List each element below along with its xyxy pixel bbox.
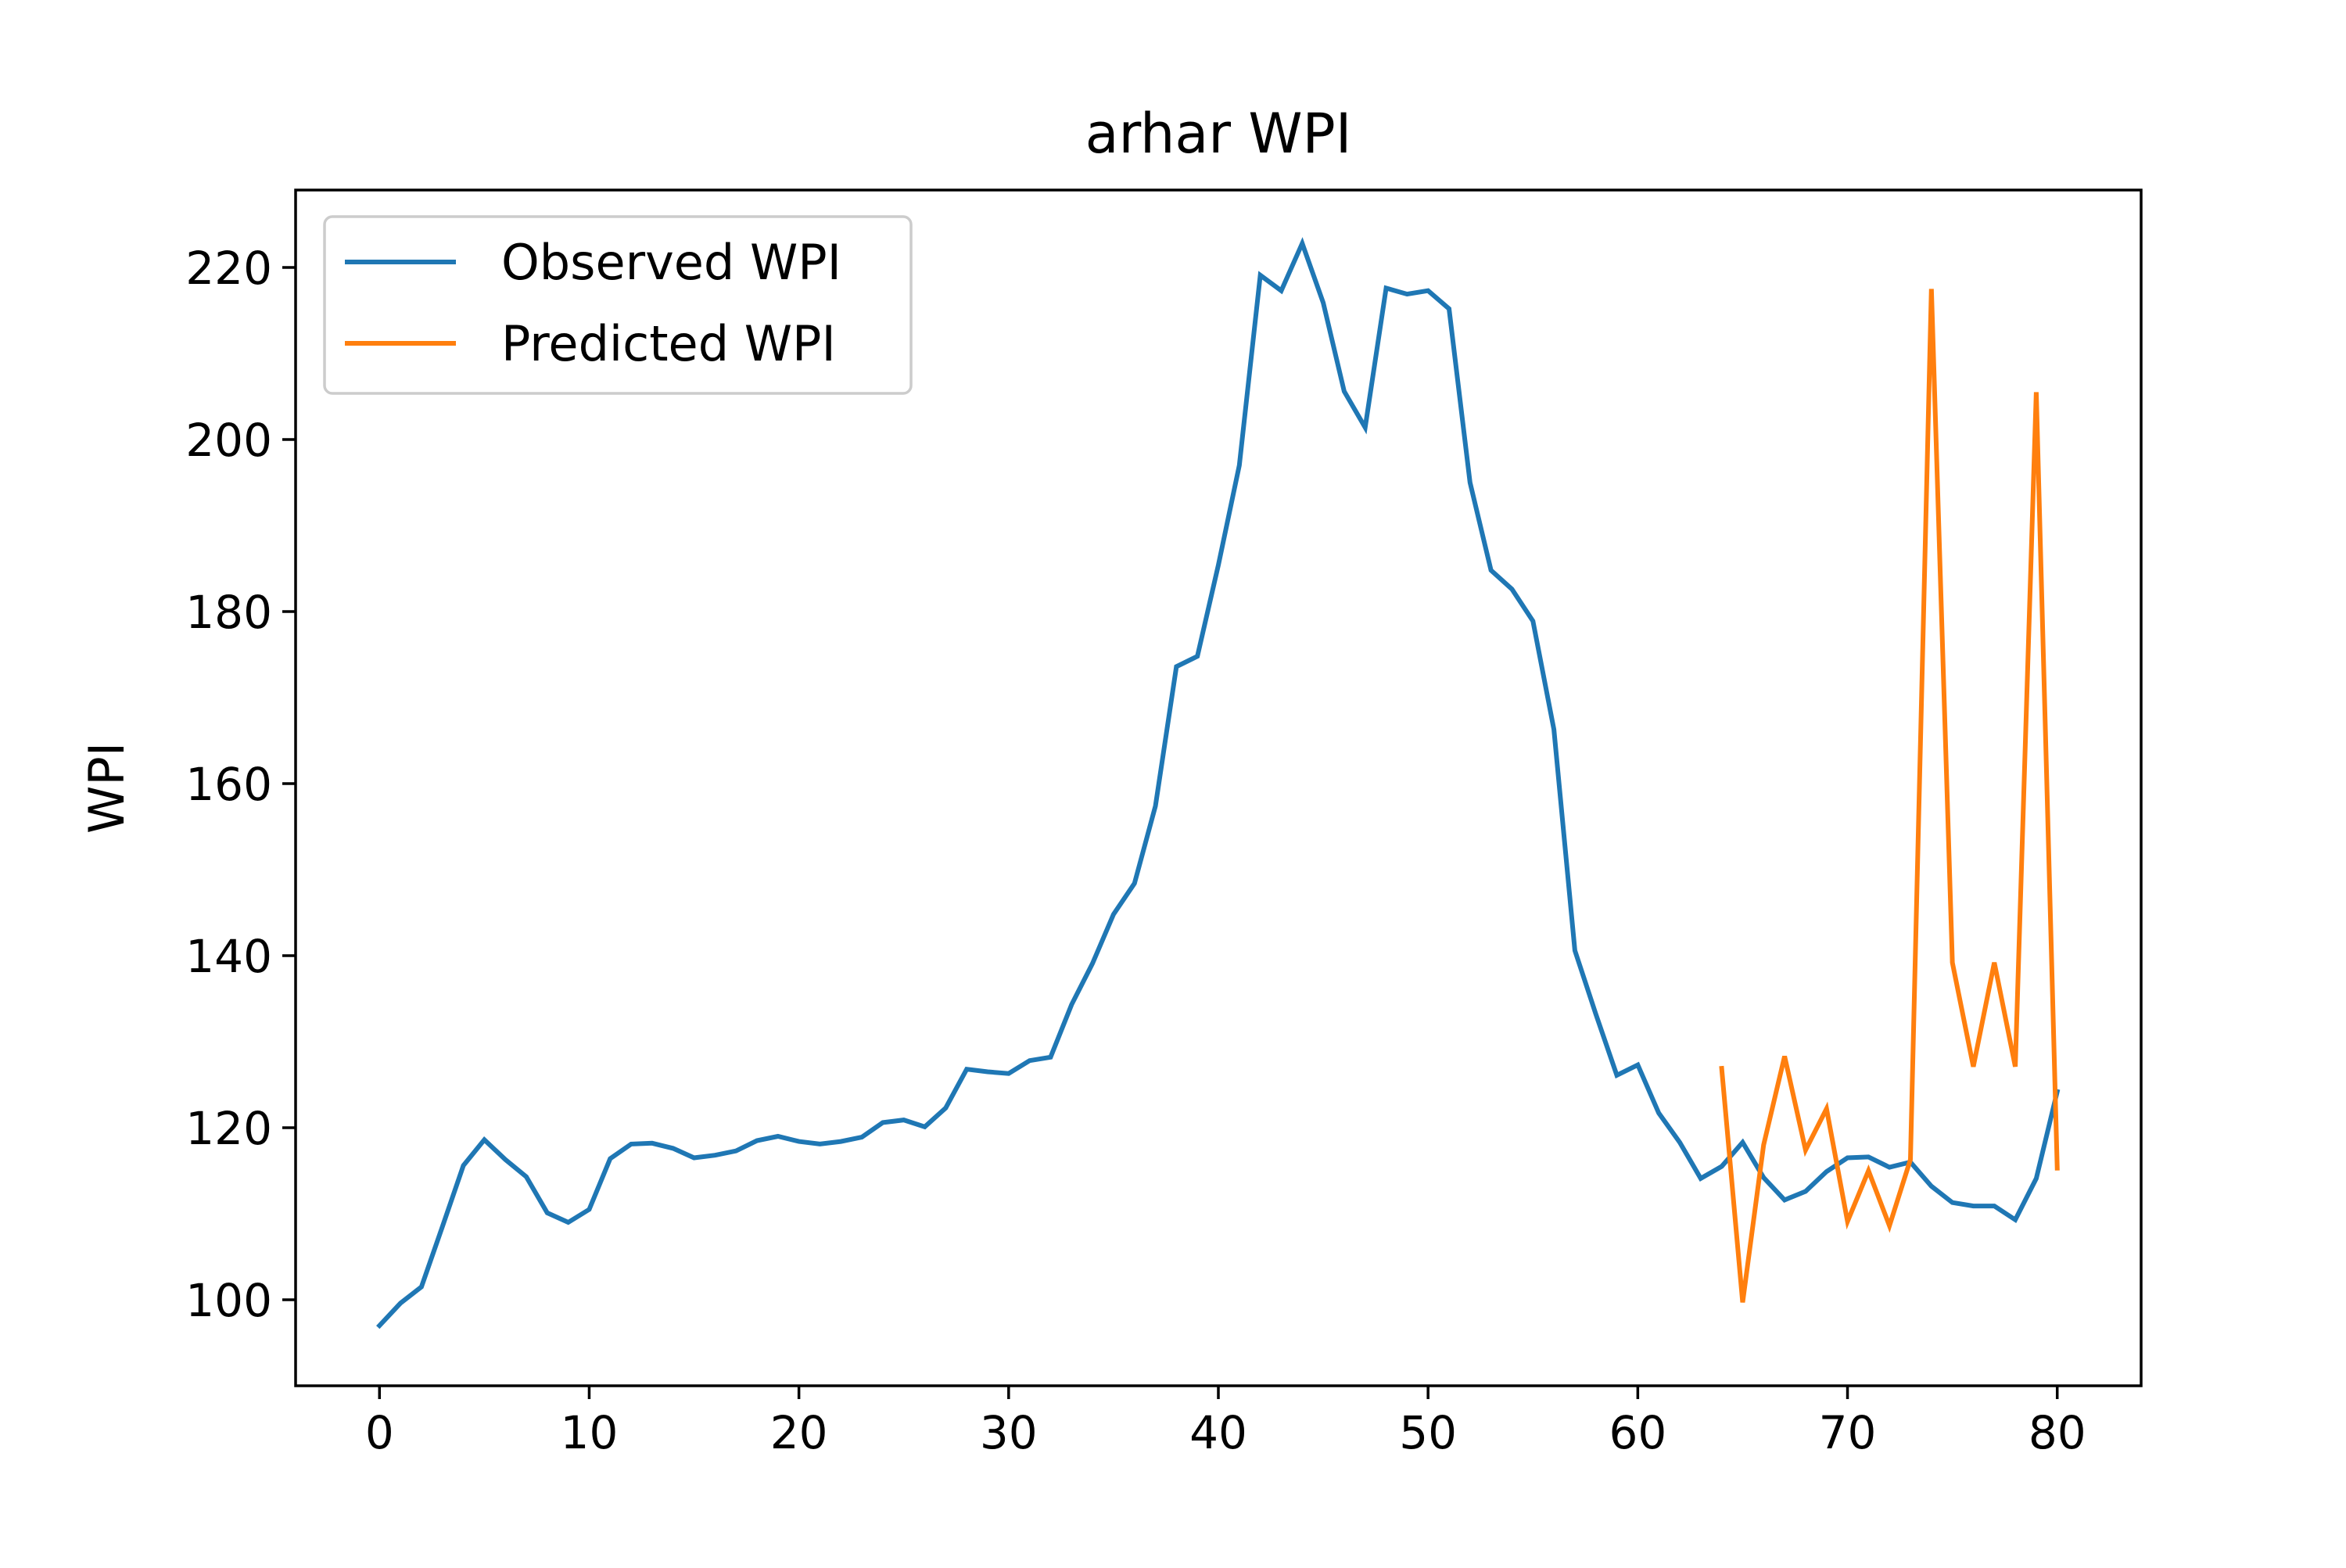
chart-title: arhar WPI	[1085, 102, 1352, 166]
series-line-2	[1719, 289, 2060, 1303]
y-tick-label: 160	[185, 758, 272, 811]
x-tick-label: 80	[2029, 1406, 2086, 1459]
x-tick-label: 60	[1609, 1406, 1666, 1459]
legend-box	[323, 215, 913, 395]
x-tick-label: 40	[1189, 1406, 1247, 1459]
x-tick-label: 0	[365, 1406, 394, 1459]
series-layer	[376, 237, 2061, 1329]
y-tick-label: 100	[185, 1274, 272, 1327]
axes-layer: 0 10 20 30 40 50 60 70 80 100 120 140 160 180 200 220	[185, 188, 2143, 1459]
y-tick-label: 220	[185, 242, 272, 295]
x-tick-label: 50	[1399, 1406, 1457, 1459]
y-axis-label: WPI	[78, 742, 135, 834]
legend: Observed WPI Predicted WPI	[323, 215, 913, 395]
y-tick-label: 200	[185, 414, 272, 467]
series-line-1	[376, 237, 2061, 1329]
legend-label-1: Observed WPI	[501, 234, 841, 291]
x-tick-label: 20	[770, 1406, 828, 1459]
x-tick-label: 10	[561, 1406, 619, 1459]
x-tick-label: 30	[980, 1406, 1038, 1459]
y-tick-label: 180	[185, 586, 272, 639]
y-tick-label: 140	[185, 930, 272, 983]
y-tick-label: 120	[185, 1102, 272, 1155]
x-tick-label: 70	[1819, 1406, 1877, 1459]
legend-label-2: Predicted WPI	[501, 315, 836, 372]
